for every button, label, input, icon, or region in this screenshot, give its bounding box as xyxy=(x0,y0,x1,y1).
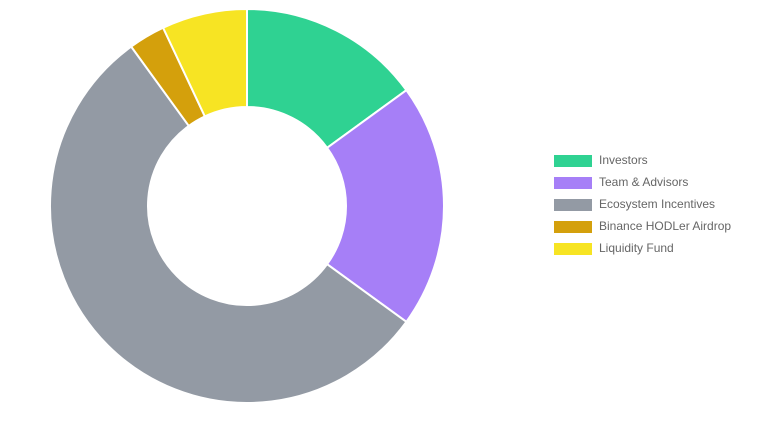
legend-swatch xyxy=(554,155,592,167)
legend-swatch xyxy=(554,199,592,211)
legend-label: Ecosystem Incentives xyxy=(599,197,715,211)
legend-swatch xyxy=(554,221,592,233)
legend-label: Liquidity Fund xyxy=(599,241,674,255)
slice xyxy=(49,45,408,404)
legend-label: Investors xyxy=(599,153,648,167)
slice xyxy=(325,88,445,324)
legend-swatch xyxy=(554,243,592,255)
legend-label: Binance HODLer Airdrop xyxy=(599,219,731,233)
legend-swatch xyxy=(554,177,592,189)
legend-label: Team & Advisors xyxy=(599,175,688,189)
slice xyxy=(161,7,248,118)
